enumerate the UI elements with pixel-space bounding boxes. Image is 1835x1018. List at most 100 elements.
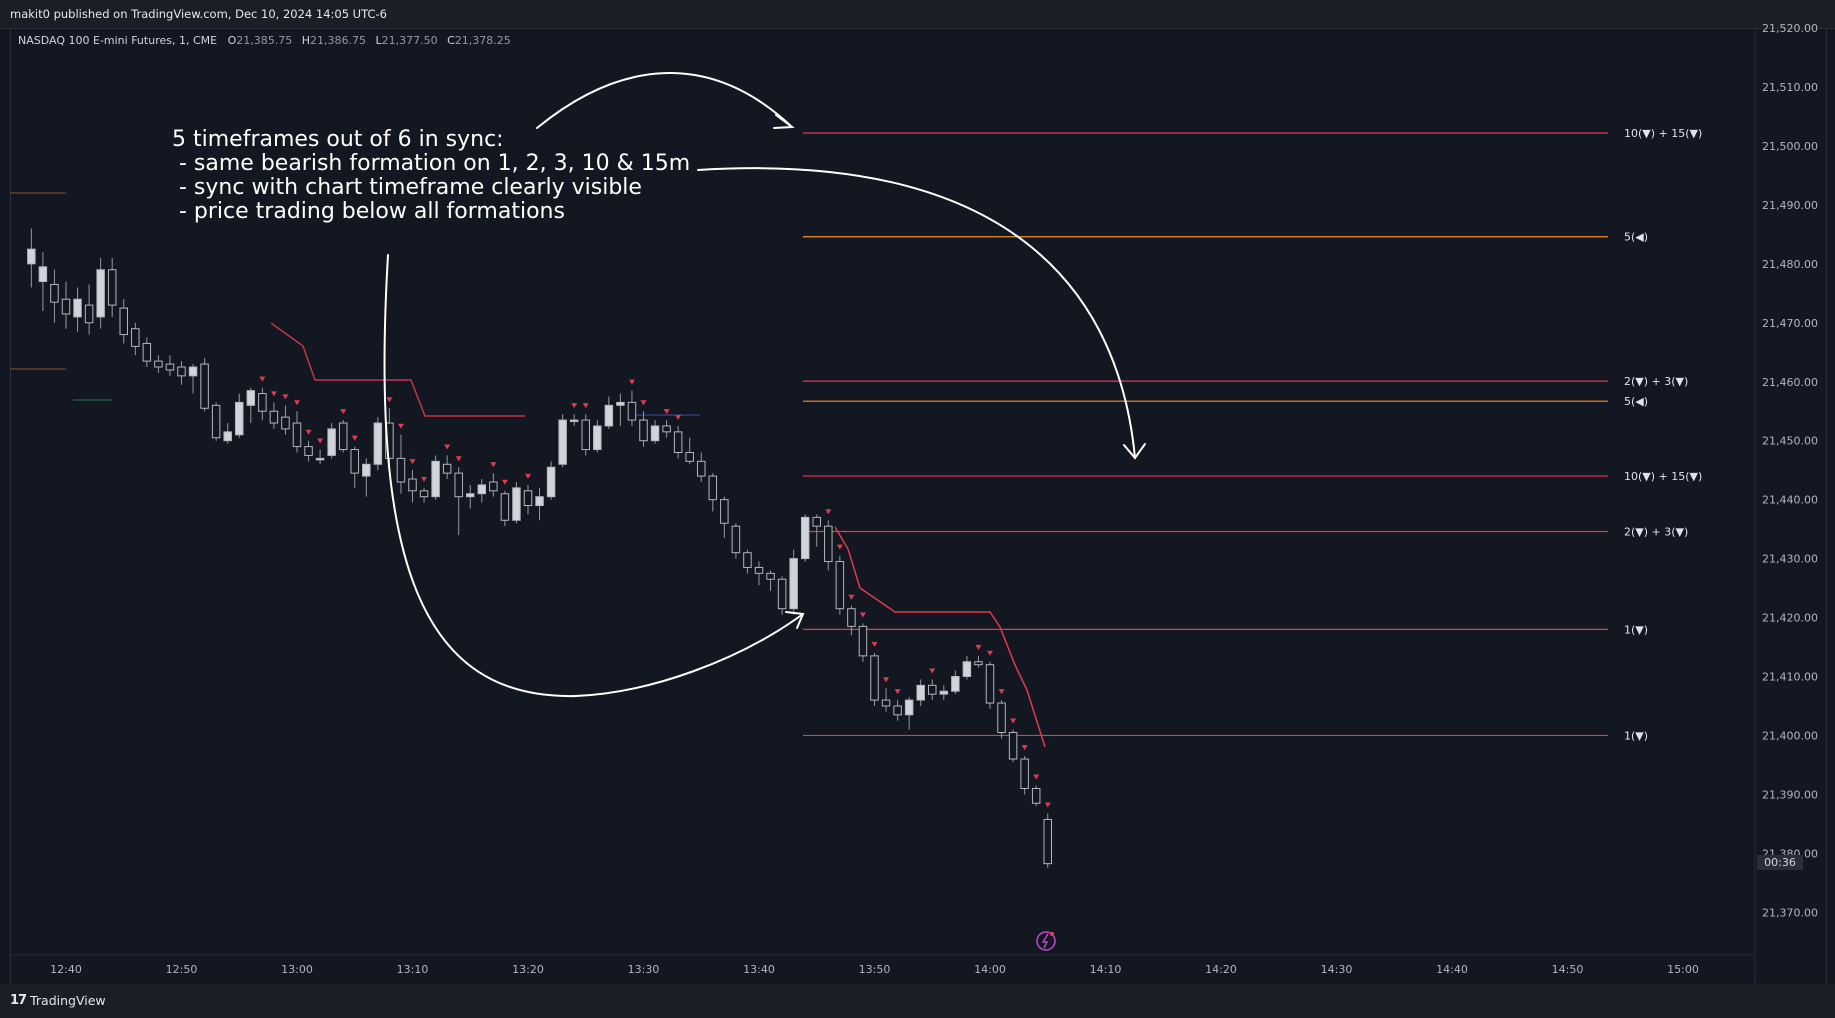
bearish-triangle [894,689,901,695]
candle[interactable] [685,451,694,462]
candle[interactable] [315,457,325,461]
symbol-legend[interactable]: NASDAQ 100 E-mini Futures, 1, CME O21,38… [18,34,517,47]
candle[interactable] [824,525,833,563]
candle[interactable] [893,705,902,716]
candle[interactable] [396,457,406,483]
candle[interactable] [142,342,152,362]
candle[interactable] [650,425,660,442]
replay-icon[interactable] [1036,931,1056,951]
candle[interactable] [1008,732,1018,760]
candle[interactable] [558,419,567,465]
candle[interactable] [985,664,995,704]
candle[interactable] [223,431,232,442]
candle[interactable] [928,684,937,695]
candle[interactable] [73,298,82,318]
candle[interactable] [131,328,140,347]
candle[interactable] [535,496,544,507]
candle[interactable] [1020,758,1029,790]
candle[interactable] [881,699,891,707]
candle[interactable] [408,478,417,492]
candle[interactable] [720,499,729,524]
candle[interactable] [697,460,706,477]
candle[interactable] [662,425,671,433]
candle[interactable] [50,283,59,303]
candle[interactable] [188,366,198,377]
candle[interactable] [165,363,175,371]
candle[interactable] [281,416,290,430]
x-tick-label: 14:20 [1205,963,1237,976]
candle[interactable] [604,404,614,427]
level-label: 10(▼) + 15(▼) [1624,127,1702,140]
candle[interactable] [1043,818,1052,865]
candle[interactable] [639,419,648,442]
candle[interactable] [431,460,440,498]
chart-frame[interactable] [10,28,1827,985]
candle[interactable] [385,422,394,459]
candle[interactable] [269,410,279,424]
candle[interactable] [500,493,510,521]
candle[interactable] [246,390,256,406]
candle[interactable] [177,366,186,377]
candle[interactable] [731,525,741,554]
candle[interactable] [800,516,810,560]
symbol-name[interactable]: NASDAQ 100 E-mini Futures, 1, CME [18,34,218,47]
candle[interactable] [96,269,105,318]
candle[interactable] [477,484,487,495]
candle[interactable] [708,475,718,501]
trailing-stop-line [270,322,525,417]
candle[interactable] [211,404,221,439]
candle[interactable] [754,566,764,574]
candle[interactable] [789,558,798,610]
candle[interactable] [523,490,533,507]
candle[interactable] [766,572,775,580]
candle[interactable] [939,690,949,695]
candle[interactable] [107,269,117,306]
candle[interactable] [84,304,94,324]
candle[interactable] [812,516,821,527]
candle[interactable] [581,419,590,451]
candle[interactable] [616,401,625,406]
x-tick-label: 13:50 [859,963,891,976]
candle[interactable] [870,655,879,701]
candle[interactable] [904,699,914,716]
candle[interactable] [338,422,348,451]
candle[interactable] [442,463,452,474]
candle[interactable] [292,422,302,448]
candle[interactable] [951,676,960,692]
tradingview-logo[interactable]: 17 TradingView [10,993,106,1008]
candle[interactable] [962,661,972,678]
candle[interactable] [419,490,429,498]
candle[interactable] [258,393,267,412]
candle[interactable] [835,561,845,610]
candle[interactable] [743,552,752,568]
candle[interactable] [466,493,475,498]
candle[interactable] [154,360,163,368]
candle[interactable] [593,425,602,451]
candle[interactable] [847,608,856,627]
candle[interactable] [454,472,463,498]
candle[interactable] [858,625,868,657]
candle[interactable] [350,449,359,474]
candle[interactable] [304,446,313,456]
candle[interactable] [512,487,521,521]
candle[interactable] [489,481,498,492]
candle[interactable] [362,463,371,477]
candle[interactable] [546,466,556,498]
candle[interactable] [235,401,244,436]
candle[interactable] [200,363,209,409]
candle[interactable] [38,266,48,283]
candle[interactable] [61,298,71,315]
candle[interactable] [777,578,787,610]
candle[interactable] [27,248,36,265]
candle[interactable] [974,661,983,666]
candle[interactable] [569,419,579,423]
candle[interactable] [916,684,925,701]
candle[interactable] [673,431,683,453]
candle[interactable] [119,307,128,336]
candle[interactable] [1031,788,1041,804]
candle[interactable] [627,401,637,421]
candle[interactable] [373,422,383,465]
candle[interactable] [327,428,336,456]
candle[interactable] [997,702,1006,734]
